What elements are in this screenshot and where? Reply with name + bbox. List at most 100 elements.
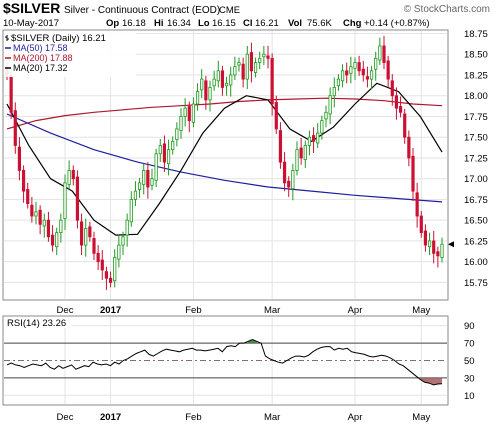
candle-body [403, 113, 407, 138]
candle [349, 56, 353, 84]
candle [142, 163, 146, 195]
candle-body [332, 87, 336, 97]
candle [390, 74, 394, 106]
candle [374, 51, 378, 81]
candle [166, 139, 171, 176]
candle-body [229, 74, 233, 86]
candle [21, 165, 26, 203]
price-y-tick-label: 16.00 [464, 257, 488, 268]
candle [262, 45, 266, 66]
op-value: 16.18 [122, 18, 146, 29]
candle-body [137, 182, 142, 190]
vol-label: Vol [288, 18, 302, 29]
ma50-line [6, 113, 443, 203]
candle [382, 35, 386, 70]
price-x-tick-label: May [412, 305, 430, 316]
candle-body [162, 143, 167, 163]
candle [357, 55, 361, 76]
candle-body [328, 95, 332, 115]
candle [59, 213, 63, 243]
candle-body [79, 221, 84, 246]
candle-body [212, 78, 216, 87]
candle-body [316, 132, 320, 144]
candle [241, 57, 245, 88]
rsi-x-axis: Dec 2017 Feb Mar Apr May [57, 412, 431, 423]
candle [38, 205, 42, 235]
candle-body [142, 169, 146, 185]
candle-body [407, 136, 411, 159]
cl-value: 16.21 [255, 18, 279, 29]
candle [154, 148, 158, 187]
price-x-tick-label: Feb [185, 305, 201, 316]
brand-label: © StockCharts.com [404, 4, 490, 15]
candle-body [92, 238, 96, 254]
candle [432, 230, 436, 264]
candle [229, 66, 233, 97]
candle [195, 83, 200, 111]
candle [92, 231, 96, 261]
rsi-x-tick-label: 2017 [100, 412, 121, 423]
candle [394, 87, 399, 120]
candle-body [436, 251, 440, 257]
rsi-y-tick-label: 70 [464, 339, 475, 350]
candle-body [340, 70, 345, 82]
candle-body [96, 252, 100, 263]
candle [291, 163, 295, 201]
candle [108, 271, 113, 288]
candle-body [320, 120, 324, 134]
candle-body [249, 52, 254, 72]
rsi-x-tick-label: Feb [185, 412, 201, 423]
candle [369, 65, 374, 90]
candle [204, 75, 208, 110]
candle-body [55, 232, 59, 248]
rsi-overbought-fill [248, 339, 257, 344]
date-label: 10-May-2017 [3, 18, 59, 29]
candle-body [108, 277, 113, 283]
candle-body [63, 182, 67, 219]
candle-body [415, 192, 419, 217]
rsi-grid [4, 317, 447, 404]
candle-body [100, 259, 104, 271]
candle-body [233, 66, 237, 76]
candle-body [357, 62, 361, 72]
cl-label: Cl [243, 18, 253, 29]
candle-body [282, 161, 287, 184]
hi-value: 16.34 [167, 18, 191, 29]
legend-ma200: MA(200) 17.88 [13, 53, 73, 63]
candle [440, 237, 444, 263]
candle [245, 45, 249, 90]
candle-body [253, 62, 258, 73]
candle [365, 66, 370, 88]
ma20-line [6, 82, 443, 236]
last-price-arrow [448, 241, 454, 248]
candle-body [154, 153, 158, 181]
candle [162, 135, 167, 173]
candle-body [353, 62, 357, 69]
candle-body [336, 78, 341, 87]
candle [299, 138, 303, 165]
candle [427, 232, 432, 256]
candle [171, 136, 175, 155]
candle-body [34, 211, 38, 217]
candle-body [13, 110, 17, 146]
price-x-tick-label: 2017 [100, 305, 121, 316]
candle-body [382, 45, 386, 63]
candle-body [374, 57, 378, 70]
candle-body [349, 66, 353, 74]
candle-body [171, 140, 175, 151]
candle [287, 176, 291, 197]
candle-body [88, 226, 92, 238]
candle [233, 56, 237, 80]
rsi-y-tick-label: 10 [464, 391, 475, 402]
candle-body [200, 78, 204, 91]
moving-average-lines [6, 82, 443, 236]
candle [311, 127, 316, 153]
candle-body [266, 55, 270, 59]
candle-body [295, 149, 299, 171]
candle [187, 101, 191, 133]
candle [50, 225, 55, 252]
candle-body [21, 169, 26, 192]
price-y-tick-label: 16.25 [464, 236, 488, 247]
candle-body [187, 106, 191, 122]
